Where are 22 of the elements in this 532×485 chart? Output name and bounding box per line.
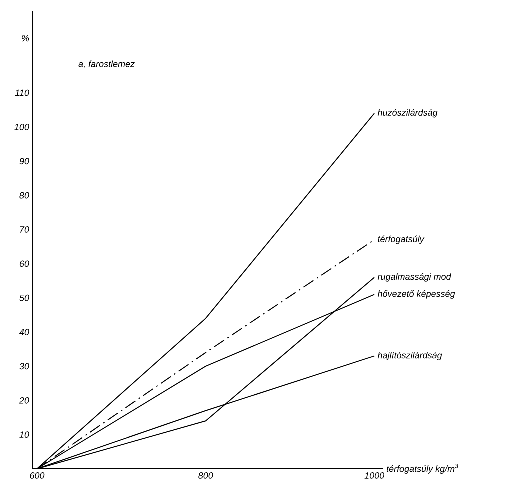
y-tick-label: 30 (20, 363, 30, 370)
y-tick-label: 70 (20, 226, 30, 233)
y-tick-label: 50 (20, 294, 30, 302)
y-tick-label: 110 (15, 90, 30, 96)
y-tick-label: 40 (20, 329, 30, 336)
x-tick-label: 800 (198, 472, 214, 479)
y-tick-label: 20 (19, 397, 30, 404)
y-tick-label: 80 (20, 192, 30, 199)
series-label: térfogatsúly (378, 236, 425, 244)
x-tick-label: 600 (30, 472, 45, 479)
series-label: hővezető képesség (378, 290, 456, 299)
y-tick-label: 90 (20, 158, 30, 165)
y-axis-title: % (22, 35, 30, 42)
y-tick-label: 10 (20, 432, 30, 438)
series-label: rugalmassági mod (378, 273, 452, 282)
y-tick-label: 60 (20, 260, 30, 268)
series-label: hajlítószilárdság (378, 352, 442, 360)
text: a, farostlemez (78, 60, 135, 68)
x-axis-title: térfogatsúly kg/m$^{3}$ (386, 464, 458, 474)
y-tick-label: 100 (14, 124, 30, 130)
series-label: huzószilárdság (378, 109, 438, 118)
x-tick-label: 1000 (364, 472, 384, 479)
